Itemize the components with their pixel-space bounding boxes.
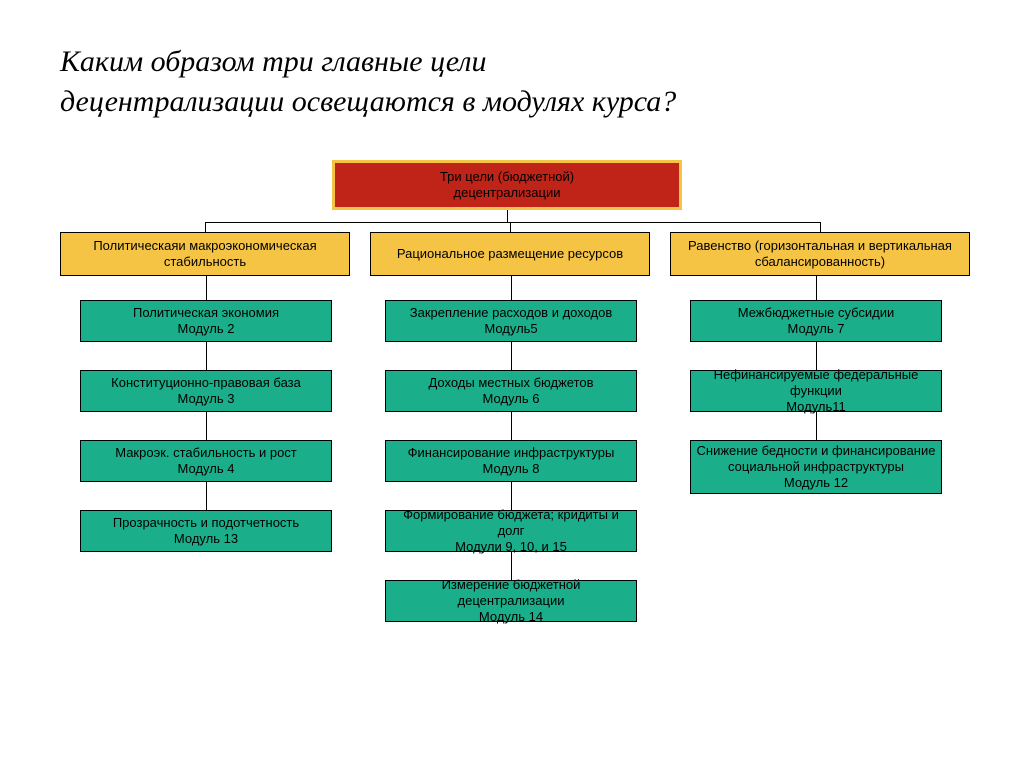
- connector-v: [507, 210, 508, 222]
- mod-3: Конституционно-правовая базаМодуль 3: [80, 370, 332, 412]
- slide-title-line1: Каким образом три главные цели: [60, 45, 486, 79]
- connector-v: [820, 222, 821, 232]
- connector-v: [206, 276, 207, 300]
- connector-h: [205, 222, 820, 223]
- goal-resource-allocation: Рациональное размещение ресурсов: [370, 232, 650, 276]
- connector-v: [511, 412, 512, 440]
- connector-v: [510, 222, 511, 232]
- mod-5: Закрепление расходов и доходовМодуль5: [385, 300, 637, 342]
- mod-9-10-15: Формирование бюджета; кридиты и долгМоду…: [385, 510, 637, 552]
- mod-12: Снижение бедности и финансированиесоциал…: [690, 440, 942, 494]
- slide-title-line2: децентрализации освещаются в модулях кур…: [60, 85, 676, 119]
- connector-v: [816, 412, 817, 440]
- mod-4: Макроэк. стабильность и ростМодуль 4: [80, 440, 332, 482]
- connector-v: [205, 222, 206, 232]
- mod-14: Измерение бюджетной децентрализацииМодул…: [385, 580, 637, 622]
- connector-v: [511, 342, 512, 370]
- goal-equity: Равенство (горизонтальная и вертикальная…: [670, 232, 970, 276]
- connector-v: [206, 342, 207, 370]
- root-box: Три цели (бюджетной)децентрализации: [332, 160, 682, 210]
- connector-v: [206, 482, 207, 510]
- mod-2: Политическая экономияМодуль 2: [80, 300, 332, 342]
- mod-8: Финансирование инфраструктурыМодуль 8: [385, 440, 637, 482]
- goal-political-stability: Политическаяи макроэкономическаястабильн…: [60, 232, 350, 276]
- connector-v: [511, 276, 512, 300]
- mod-13: Прозрачность и подотчетностьМодуль 13: [80, 510, 332, 552]
- connector-v: [206, 412, 207, 440]
- mod-7: Межбюджетные субсидииМодуль 7: [690, 300, 942, 342]
- connector-v: [816, 276, 817, 300]
- mod-11: Нефинансируемые федеральные функцииМодул…: [690, 370, 942, 412]
- mod-6: Доходы местных бюджетовМодуль 6: [385, 370, 637, 412]
